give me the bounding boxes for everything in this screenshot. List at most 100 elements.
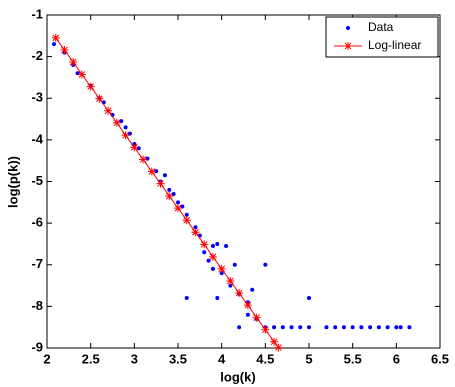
fit-marker [147,167,156,176]
data-point [180,204,185,209]
x-tick-label: 2 [43,351,50,366]
plot-frame [46,14,441,349]
data-point [272,325,277,330]
fit-marker [104,106,113,115]
data-point [237,325,242,330]
fit-marker [226,276,235,285]
data-point [154,169,159,174]
fit-marker [252,313,261,322]
x-tick-label: 5 [305,351,312,366]
data-point [350,325,355,330]
fit-marker [139,155,148,164]
x-tick-label: 5.5 [344,351,362,366]
data-point [136,146,141,151]
fit-marker [60,45,69,54]
data-point [123,125,128,130]
data-point [210,266,215,271]
fit-marker [261,325,270,334]
data-point [376,325,381,330]
data-point [333,325,338,330]
data-point [202,250,207,255]
data-point [250,287,255,292]
data-point [184,212,189,217]
data-point [145,156,150,161]
data-point [289,325,294,330]
data-point [228,283,233,288]
x-tick-label: 4 [218,351,226,366]
y-tick-label: -3 [31,90,43,105]
y-tick-label: -1 [31,6,43,21]
fit-marker [200,240,209,249]
fit-marker [121,131,130,140]
fit-marker [165,192,174,201]
legend-marker [344,42,352,50]
x-tick-label: 3.5 [169,351,187,366]
data-point [206,258,211,263]
data-point [219,271,224,276]
data-point [210,244,215,249]
fit-marker [174,204,182,213]
data-point [232,262,237,267]
fit-marker [86,82,95,91]
data-point [51,42,56,47]
data-point [385,325,390,330]
y-tick-label: -7 [31,256,43,271]
y-tick-label: -2 [31,48,43,63]
fit-marker [182,216,191,225]
data-point [359,325,364,330]
data-point [280,325,285,330]
data-point [162,173,167,178]
data-point [215,296,220,301]
data-point [224,244,229,249]
fit-marker [274,343,283,352]
fit-marker [95,94,104,103]
x-tick-label: 4.5 [256,351,274,366]
legend-label: Data [368,20,394,34]
data-point [407,325,412,330]
data-point [167,187,172,192]
fit-marker [156,179,165,188]
x-axis-label: log(k) [220,369,255,384]
y-tick-label: -6 [31,215,43,230]
data-point [176,200,180,205]
legend-box [325,16,439,58]
data-point [215,241,220,246]
fit-marker [217,264,226,273]
data-point [324,325,329,330]
fit-marker [69,58,78,67]
x-tick-label: 2.5 [82,351,100,366]
data-point [298,325,303,330]
x-tick-label: 6.5 [431,351,449,366]
fit-marker [191,228,200,237]
x-tick-label: 3 [131,351,138,366]
data-point [398,325,403,330]
x-tick-label: 6 [393,351,400,366]
data-point [368,325,373,330]
fit-marker [51,33,60,42]
fit-marker [235,289,244,298]
data-point [263,262,268,267]
y-axis-label: log(p(k)) [5,156,20,208]
fit-marker [208,252,217,261]
fit-marker [270,337,279,346]
data-point [127,131,132,136]
data-point [245,312,250,317]
fit-marker [112,118,121,127]
y-tick-label: -4 [31,131,43,146]
y-tick-label: -9 [31,339,43,354]
fit-marker [77,70,86,79]
data-point [184,296,189,301]
fit-marker [130,143,139,152]
fit-marker [243,301,252,310]
data-point [307,296,311,301]
legend-label: Log-linear [368,38,421,52]
data-point [171,191,176,196]
data-point [119,119,124,124]
data-point [307,325,311,330]
legend-marker [346,26,350,30]
y-tick-label: -5 [31,173,43,188]
y-tick-label: -8 [31,298,43,313]
data-point [394,325,399,330]
data-point [341,325,346,330]
